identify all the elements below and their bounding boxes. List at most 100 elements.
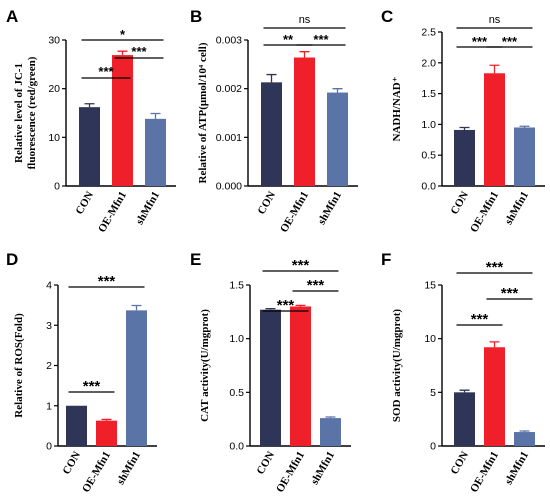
significance-label: ** <box>283 32 294 47</box>
y-tick-label: 30 <box>48 35 60 47</box>
panel-letter: F <box>381 250 391 269</box>
panel-A: A 0 10 20 30 Relative level of JC-1 fluorescen… <box>6 7 176 235</box>
significance-label: *** <box>501 285 519 302</box>
bar-OE-Mfn1 <box>294 57 315 186</box>
y-tick-label: 2.5 <box>421 27 436 39</box>
category-label: OE-Mfn1 <box>96 190 129 235</box>
error-bar <box>489 64 500 74</box>
y-tick-label: 4 <box>46 280 52 292</box>
y-tick-label: 0.000 <box>216 181 242 193</box>
category-label: CON <box>255 189 278 216</box>
y-tick-label: 0 <box>430 441 436 453</box>
y-axis-label: NADH/NAD⁺ <box>391 76 403 141</box>
category-label: CON <box>60 449 83 476</box>
significance-label: *** <box>131 44 147 59</box>
significance-label: *** <box>292 257 310 274</box>
bar-OE-Mfn1 <box>112 55 133 186</box>
bar-shMfn1 <box>126 310 147 446</box>
y-tick-label: 0.002 <box>216 83 242 95</box>
error-bar <box>265 307 276 310</box>
error-bar <box>150 112 161 119</box>
significance-label: *** <box>471 311 489 328</box>
significance-label: *** <box>307 277 325 294</box>
bar-CON <box>454 392 475 446</box>
error-bar <box>459 389 470 393</box>
category-label: shMfn1 <box>309 450 337 487</box>
error-bar <box>519 125 530 128</box>
bar-OE-Mfn1 <box>290 306 311 446</box>
y-axis-label: CAT activity(U/mgprot) <box>199 309 211 422</box>
y-axis-label: fluorescence (red/green) <box>26 56 38 169</box>
panel-B: B 0.000 0.001 0.002 0.003 Relative of ATP(μmo… <box>190 7 358 235</box>
y-tick-label: 0 <box>54 181 60 193</box>
significance-label: *** <box>502 34 518 49</box>
significance-label: *** <box>472 34 488 49</box>
y-axis-label: SOD activity(U/mgprot) <box>391 309 403 422</box>
error-bar <box>101 418 112 421</box>
y-tick-label: 10 <box>48 132 60 144</box>
panel-letter: B <box>190 7 202 26</box>
y-tick-label: 0.003 <box>216 35 242 47</box>
category-label: OE-Mfn1 <box>274 450 307 495</box>
category-label: OE-Mfn1 <box>278 190 311 235</box>
category-label: OE-Mfn1 <box>468 190 501 235</box>
y-tick-label: 0.5 <box>229 387 244 399</box>
significance-label: ns <box>489 14 501 26</box>
y-tick-label: 5 <box>430 387 436 399</box>
y-tick-label: 2.0 <box>421 57 436 69</box>
category-label: shMfn1 <box>503 190 531 227</box>
y-tick-label: 2 <box>46 360 52 372</box>
category-label: CON <box>73 189 96 216</box>
y-tick-label: 1.0 <box>229 333 244 345</box>
category-label: shMfn1 <box>134 190 162 227</box>
category-label: CON <box>448 449 471 476</box>
category-label: CON <box>448 189 471 216</box>
error-bar <box>519 430 530 433</box>
bar-CON <box>260 309 281 446</box>
y-axis-label: Relative of ATP(μmol/10⁴ cell) <box>197 42 209 183</box>
error-bar <box>489 341 500 348</box>
bar-shMfn1 <box>327 92 348 186</box>
y-axis-label: Relative level of JC-1 <box>13 63 25 163</box>
significance-label: *** <box>83 378 101 395</box>
error-bar <box>84 103 95 108</box>
panel-letter: C <box>381 7 393 26</box>
y-tick-label: 1.0 <box>421 119 436 131</box>
error-bar <box>117 50 128 56</box>
error-bar <box>299 51 310 58</box>
bar-OE-Mfn1 <box>484 73 505 186</box>
y-tick-label: 15 <box>424 280 436 292</box>
bar-shMfn1 <box>145 118 166 186</box>
category-label: OE-Mfn1 <box>468 450 501 495</box>
bar-CON <box>79 107 100 186</box>
category-label: shMfn1 <box>316 190 344 227</box>
significance-label: * <box>120 27 126 42</box>
significance-label: ns <box>299 14 311 26</box>
category-label: OE-Mfn1 <box>80 450 113 495</box>
y-tick-label: 20 <box>48 83 60 95</box>
y-tick-label: 1.5 <box>421 88 436 100</box>
error-bar <box>295 304 306 307</box>
panel-letter: D <box>6 250 18 269</box>
panel-letter: A <box>6 7 18 26</box>
bar-shMfn1 <box>514 432 535 446</box>
y-tick-label: 1 <box>46 400 52 412</box>
category-label: shMfn1 <box>115 450 143 487</box>
error-bar <box>459 126 470 130</box>
y-tick-label: 1.5 <box>229 280 244 292</box>
bar-CON <box>66 405 87 446</box>
significance-label: *** <box>486 259 504 276</box>
error-bar <box>266 73 277 83</box>
bar-CON <box>454 129 475 186</box>
error-bar <box>131 304 142 311</box>
y-tick-label: 0 <box>46 441 52 453</box>
significance-label: *** <box>313 32 329 47</box>
y-tick-label: 0.001 <box>216 132 242 144</box>
panel-E: E 0.0 0.5 1.0 1.5 CAT activity(U/mgprot) CONOE… <box>190 250 351 495</box>
category-label: CON <box>254 449 277 476</box>
y-tick-label: 10 <box>424 333 436 345</box>
